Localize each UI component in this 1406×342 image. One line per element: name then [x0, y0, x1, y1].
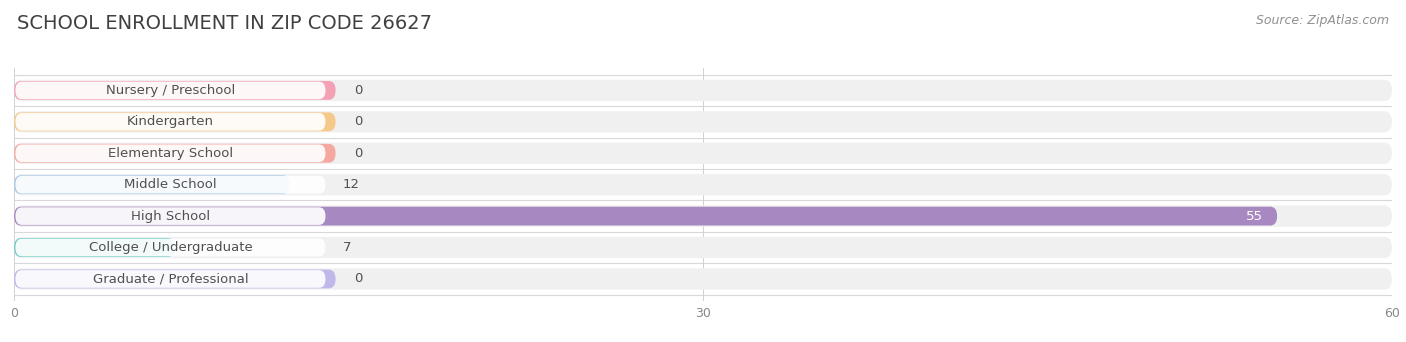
Text: 12: 12 — [343, 178, 360, 191]
FancyBboxPatch shape — [14, 237, 1392, 258]
FancyBboxPatch shape — [14, 238, 174, 257]
Text: Graduate / Professional: Graduate / Professional — [93, 273, 249, 286]
Text: College / Undergraduate: College / Undergraduate — [89, 241, 252, 254]
Text: 0: 0 — [354, 273, 363, 286]
Text: 55: 55 — [1246, 210, 1264, 223]
FancyBboxPatch shape — [14, 111, 1392, 132]
FancyBboxPatch shape — [15, 207, 325, 225]
FancyBboxPatch shape — [14, 268, 1392, 290]
Text: SCHOOL ENROLLMENT IN ZIP CODE 26627: SCHOOL ENROLLMENT IN ZIP CODE 26627 — [17, 14, 432, 33]
FancyBboxPatch shape — [14, 144, 336, 163]
Text: 0: 0 — [354, 147, 363, 160]
Text: Source: ZipAtlas.com: Source: ZipAtlas.com — [1256, 14, 1389, 27]
FancyBboxPatch shape — [15, 239, 325, 256]
FancyBboxPatch shape — [14, 174, 1392, 195]
Text: 0: 0 — [354, 84, 363, 97]
FancyBboxPatch shape — [14, 80, 1392, 101]
FancyBboxPatch shape — [15, 82, 325, 99]
FancyBboxPatch shape — [14, 269, 336, 288]
FancyBboxPatch shape — [15, 113, 325, 131]
FancyBboxPatch shape — [15, 176, 325, 194]
Text: Middle School: Middle School — [124, 178, 217, 191]
Text: Kindergarten: Kindergarten — [127, 115, 214, 128]
FancyBboxPatch shape — [15, 270, 325, 288]
FancyBboxPatch shape — [14, 113, 336, 131]
Text: High School: High School — [131, 210, 209, 223]
Text: 0: 0 — [354, 115, 363, 128]
Text: 7: 7 — [343, 241, 352, 254]
Text: Elementary School: Elementary School — [108, 147, 233, 160]
FancyBboxPatch shape — [14, 206, 1392, 227]
FancyBboxPatch shape — [15, 144, 325, 162]
Text: Nursery / Preschool: Nursery / Preschool — [105, 84, 235, 97]
FancyBboxPatch shape — [14, 81, 336, 100]
FancyBboxPatch shape — [14, 143, 1392, 164]
FancyBboxPatch shape — [14, 207, 1277, 225]
FancyBboxPatch shape — [14, 175, 290, 194]
